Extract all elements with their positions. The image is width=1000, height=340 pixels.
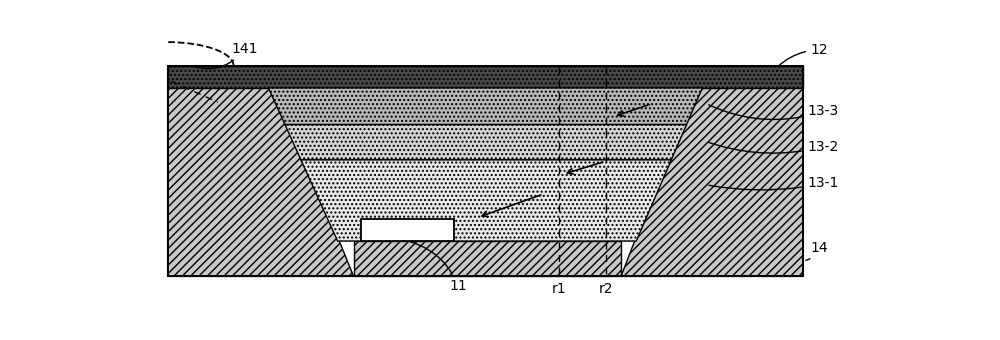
Polygon shape: [168, 66, 354, 276]
Polygon shape: [621, 66, 803, 276]
Bar: [168, 66, 803, 276]
Text: 12: 12: [778, 43, 828, 66]
Polygon shape: [354, 241, 621, 276]
Polygon shape: [301, 160, 671, 241]
Text: 14: 14: [806, 241, 828, 260]
Text: r2: r2: [598, 282, 613, 296]
Text: 13-1: 13-1: [709, 176, 838, 190]
Bar: [361, 219, 454, 241]
Polygon shape: [285, 124, 687, 160]
Text: 13-3: 13-3: [709, 104, 838, 120]
Polygon shape: [168, 66, 803, 88]
Text: 13-2: 13-2: [709, 140, 838, 154]
Text: 11: 11: [411, 242, 467, 293]
Text: 141: 141: [194, 42, 258, 69]
Text: r1: r1: [552, 282, 566, 296]
Polygon shape: [268, 88, 702, 124]
